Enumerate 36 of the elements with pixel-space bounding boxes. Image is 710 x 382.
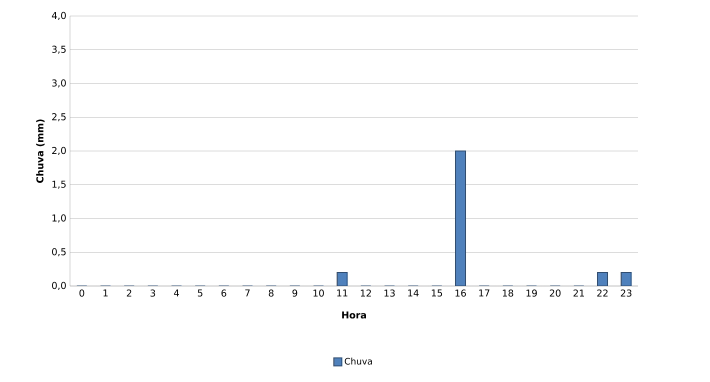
x-tick-label: 1	[104, 290, 108, 296]
x-tick-label: 9	[292, 290, 298, 297]
x-tick-label: 18	[502, 290, 514, 297]
legend-label: Chuva	[344, 358, 372, 365]
x-tick-label: 17	[479, 290, 490, 296]
y-tick-label: 0,5	[52, 248, 66, 256]
x-tick-label: 8	[268, 290, 274, 297]
y-axis-title: Chuva (mm)	[36, 119, 45, 183]
x-tick-label: 19	[526, 290, 537, 297]
x-tick-label: 13	[384, 290, 395, 297]
x-tick-label: 4	[174, 290, 179, 296]
x-axis-title: Hora	[342, 312, 366, 319]
y-tick-label: 2,5	[52, 113, 66, 122]
x-tick-label: 21	[574, 290, 584, 297]
x-tick-label: 7	[245, 290, 250, 296]
x-tick-label: 2	[126, 290, 132, 297]
x-tick-label: 14	[408, 290, 419, 296]
x-tick-label: 23	[620, 290, 632, 297]
y-tick-label: 3,5	[52, 46, 66, 54]
x-tick-label: 6	[221, 290, 226, 297]
x-tick-label: 22	[597, 290, 608, 297]
x-tick-label: 11	[337, 290, 348, 296]
x-tick-label: 0	[79, 290, 84, 297]
y-tick-label: 1,5	[52, 180, 66, 189]
x-tick-label: 20	[550, 290, 561, 297]
x-tick-label: 16	[456, 290, 466, 297]
y-tick-label: 1,0	[52, 214, 66, 223]
x-tick-label: 12	[360, 290, 371, 297]
y-tick-label: 0,0	[52, 282, 66, 290]
x-tick-label: 15	[432, 290, 442, 297]
y-tick-label: 3,0	[52, 79, 66, 88]
x-tick-label: 10	[314, 290, 324, 297]
y-tick-label: 4,0	[52, 12, 66, 20]
y-tick-label: 2,0	[52, 146, 66, 156]
x-tick-label: 3	[150, 290, 156, 297]
x-tick-label: 5	[198, 290, 202, 297]
